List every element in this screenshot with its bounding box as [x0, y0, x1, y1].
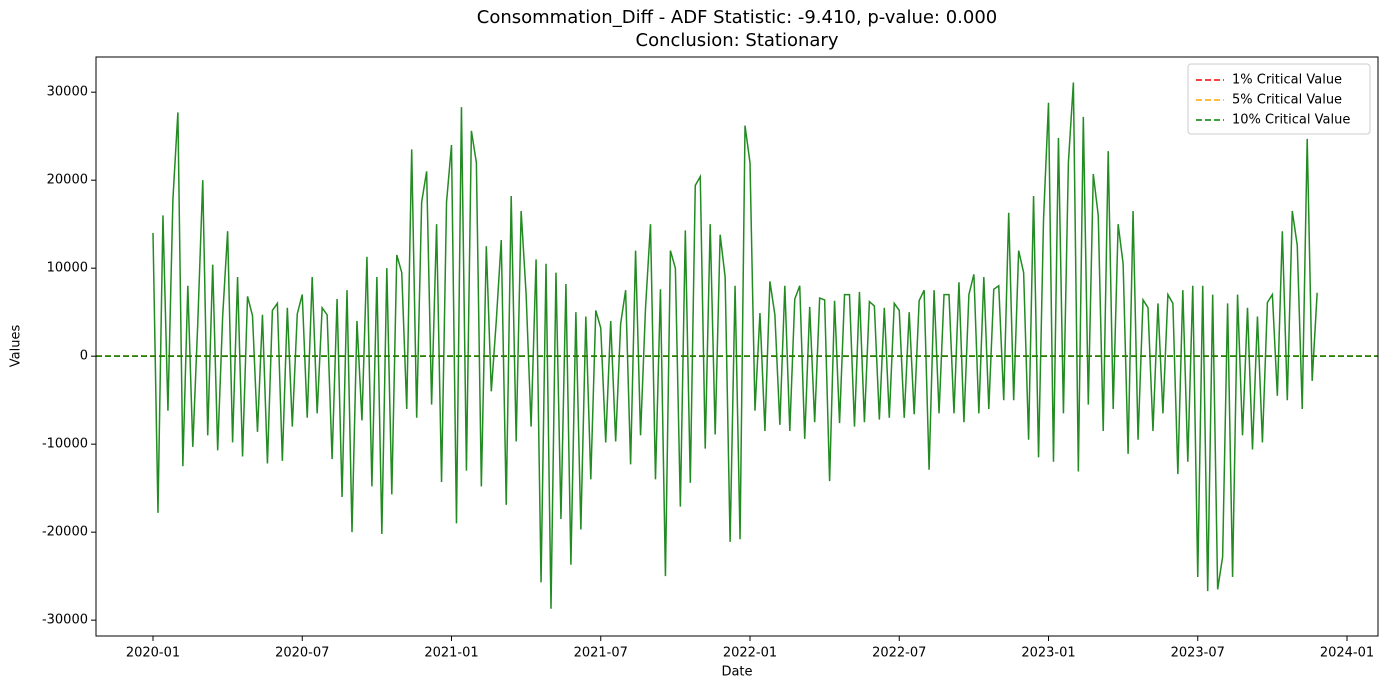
- x-tick-label: 2021-07: [574, 646, 628, 661]
- y-tick-label: -30000: [42, 613, 88, 628]
- legend-label: 1% Critical Value: [1232, 73, 1342, 88]
- y-tick-label: 0: [80, 349, 88, 364]
- x-tick-label: 2021-01: [424, 646, 478, 661]
- x-axis-label: Date: [721, 665, 752, 680]
- y-tick-label: -10000: [42, 437, 88, 452]
- x-tick-label: 2020-01: [126, 646, 180, 661]
- legend-label: 10% Critical Value: [1232, 113, 1350, 128]
- x-tick-label: 2023-07: [1171, 646, 1225, 661]
- y-tick-label: -20000: [42, 525, 88, 540]
- y-tick-label: 30000: [47, 85, 88, 100]
- y-axis-label: Values: [9, 325, 24, 368]
- legend: 1% Critical Value 5% Critical Value 10% Cr…: [1187, 63, 1371, 135]
- plot-frame: [95, 56, 1379, 637]
- x-tick-label: 2022-07: [872, 646, 926, 661]
- x-tick-label: 2024-01: [1320, 646, 1374, 661]
- chart-title: Consommation_Diff - ADF Statistic: -9.41…: [477, 7, 998, 28]
- x-tick-label: 2020-07: [275, 646, 329, 661]
- legend-label: 5% Critical Value: [1232, 93, 1342, 108]
- x-tick-label: 2023-01: [1021, 646, 1075, 661]
- chart-subtitle: Conclusion: Stationary: [636, 30, 839, 51]
- y-tick-label: 20000: [47, 173, 88, 188]
- data-line: [152, 82, 1318, 609]
- y-tick-label: 10000: [47, 261, 88, 276]
- x-tick-label: 2022-01: [723, 646, 777, 661]
- legend-box: [1187, 63, 1371, 135]
